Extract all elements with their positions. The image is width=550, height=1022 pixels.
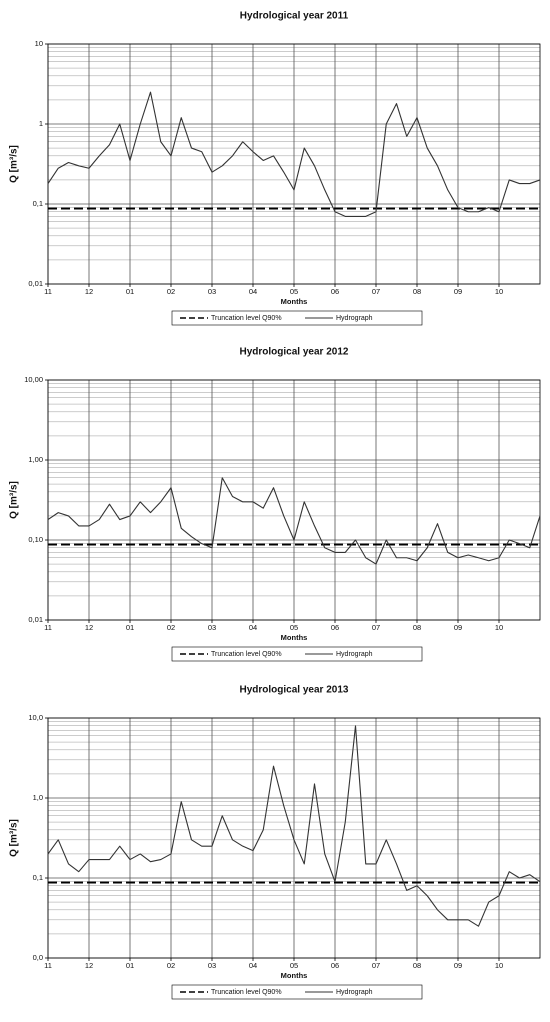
y-tick-label: 0,01	[28, 279, 43, 288]
x-tick-label: 11	[44, 623, 52, 632]
y-tick-label: 1	[39, 119, 43, 128]
y-tick-label: 0,10	[28, 535, 43, 544]
x-tick-label: 05	[290, 287, 298, 296]
x-tick-label: 11	[44, 287, 52, 296]
x-tick-label: 03	[208, 623, 216, 632]
chart-title: Hydrological year 2012	[240, 347, 349, 358]
x-tick-label: 04	[249, 623, 257, 632]
legend-label: Truncation level Q90%	[211, 315, 282, 322]
x-tick-label: 04	[249, 961, 257, 970]
x-tick-label: 07	[372, 623, 380, 632]
y-axis-label: Q [m³/s]	[9, 481, 20, 519]
x-tick-label: 08	[413, 961, 421, 970]
x-tick-label: 09	[454, 961, 462, 970]
plot-frame	[47, 43, 541, 285]
x-tick-label: 04	[249, 287, 257, 296]
x-tick-label: 02	[167, 287, 175, 296]
x-tick-label: 12	[85, 287, 93, 296]
x-tick-label: 06	[331, 287, 339, 296]
x-tick-label: 07	[372, 287, 380, 296]
x-tick-label: 12	[85, 623, 93, 632]
x-axis-label: Months	[281, 633, 308, 642]
y-tick-label: 1,00	[28, 455, 43, 464]
hydrograph-line	[47, 477, 541, 565]
x-tick-label: 12	[85, 961, 93, 970]
x-tick-label: 10	[495, 287, 503, 296]
y-tick-label: 0,1	[33, 873, 43, 882]
y-tick-label: 10,0	[28, 713, 43, 722]
legend-label: Truncation level Q90%	[211, 989, 282, 996]
chart-title: Hydrological year 2013	[240, 685, 349, 696]
x-tick-label: 06	[331, 961, 339, 970]
x-tick-label: 07	[372, 961, 380, 970]
x-tick-label: 10	[495, 623, 503, 632]
x-tick-label: 09	[454, 623, 462, 632]
x-tick-label: 09	[454, 287, 462, 296]
legend-label: Hydrograph	[336, 651, 373, 658]
legend-label: Truncation level Q90%	[211, 651, 282, 658]
x-tick-label: 03	[208, 287, 216, 296]
legend-box	[171, 984, 423, 1000]
x-tick-label: 10	[495, 961, 503, 970]
plot-frame	[47, 379, 541, 621]
hydrograph-line	[47, 725, 541, 927]
x-tick-label: 08	[413, 287, 421, 296]
x-tick-label: 01	[126, 623, 134, 632]
x-tick-label: 01	[126, 287, 134, 296]
x-axis-label: Months	[281, 971, 308, 980]
hydrograph-line	[47, 91, 541, 217]
x-tick-label: 01	[126, 961, 134, 970]
x-tick-label: 05	[290, 623, 298, 632]
chart-title: Hydrological year 2011	[240, 11, 349, 22]
y-tick-label: 0,01	[28, 615, 43, 624]
x-tick-label: 05	[290, 961, 298, 970]
plot-frame	[47, 717, 541, 959]
x-tick-label: 11	[44, 961, 52, 970]
x-axis-label: Months	[281, 297, 308, 306]
x-tick-label: 03	[208, 961, 216, 970]
legend-label: Hydrograph	[336, 315, 373, 322]
y-tick-label: 10	[35, 39, 43, 48]
y-tick-label: 0,0	[33, 953, 43, 962]
y-axis-label: Q [m³/s]	[9, 819, 20, 857]
x-tick-label: 02	[167, 961, 175, 970]
y-tick-label: 10,00	[24, 375, 43, 384]
y-tick-label: 0,1	[33, 199, 43, 208]
x-tick-label: 06	[331, 623, 339, 632]
y-axis-label: Q [m³/s]	[9, 145, 20, 183]
legend-label: Hydrograph	[336, 989, 373, 996]
legend-box	[171, 310, 423, 326]
legend-box	[171, 646, 423, 662]
y-tick-label: 1,0	[33, 793, 43, 802]
x-tick-label: 02	[167, 623, 175, 632]
x-tick-label: 08	[413, 623, 421, 632]
